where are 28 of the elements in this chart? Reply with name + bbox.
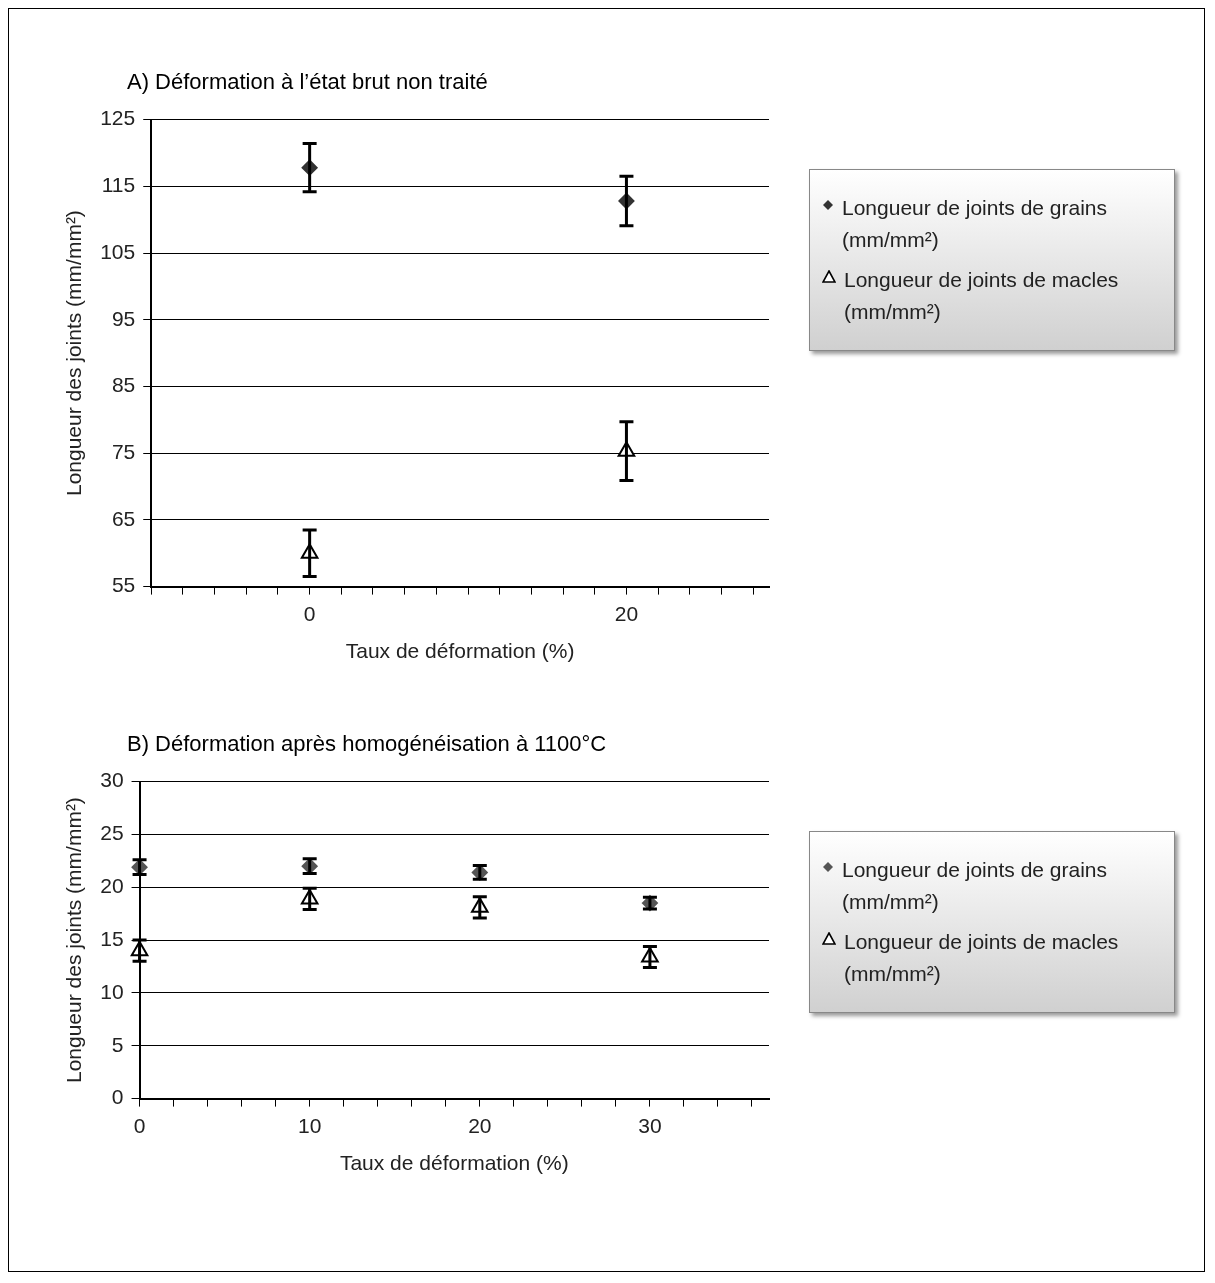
legend-label: Longueur de joints de macles (mm/mm²)	[844, 267, 1120, 325]
x-tick-label: 30	[638, 1114, 662, 1137]
legend-label: Longueur de joints de grains (mm/mm²)	[842, 857, 1109, 915]
y-tick-label: 5	[111, 1032, 124, 1056]
y-tick-label: 95	[111, 306, 136, 330]
y-tick-label: 55	[111, 573, 136, 597]
y-tick-label: 75	[111, 439, 136, 463]
chart-title: B) Déformation après homogénéisation à 1100°C	[127, 731, 607, 757]
y-axis-title: Longueur des joints (mm/mm²)	[62, 797, 86, 1084]
y-tick-label: 85	[111, 373, 136, 397]
y-tick-label: 115	[101, 173, 136, 197]
legend-label: Longueur de joints de macles (mm/mm²)	[844, 929, 1120, 987]
x-axis-title: Taux de déformation (%)	[339, 1151, 569, 1175]
y-axis-title: Longueur des joints (mm/mm²)	[62, 210, 86, 497]
x-tick-label: 20	[468, 1114, 492, 1137]
legend-label: Longueur de joints de grains (mm/mm²)	[842, 195, 1109, 253]
x-axis-title: Taux de déformation (%)	[345, 639, 575, 663]
y-tick-label: 0	[111, 1085, 124, 1109]
y-tick-label: 105	[100, 239, 136, 263]
y-tick-label: 15	[100, 926, 124, 950]
y-tick-label: 25	[100, 821, 124, 845]
y-tick-label: 20	[100, 874, 124, 898]
chart-title: A) Déformation à l’état brut non traité	[127, 69, 488, 95]
y-tick-label: 10	[100, 979, 124, 1003]
y-tick-label: 65	[111, 506, 136, 530]
x-tick-label: 10	[298, 1114, 322, 1137]
y-tick-label: 30	[100, 768, 124, 792]
y-tick-label: 125	[100, 106, 136, 130]
